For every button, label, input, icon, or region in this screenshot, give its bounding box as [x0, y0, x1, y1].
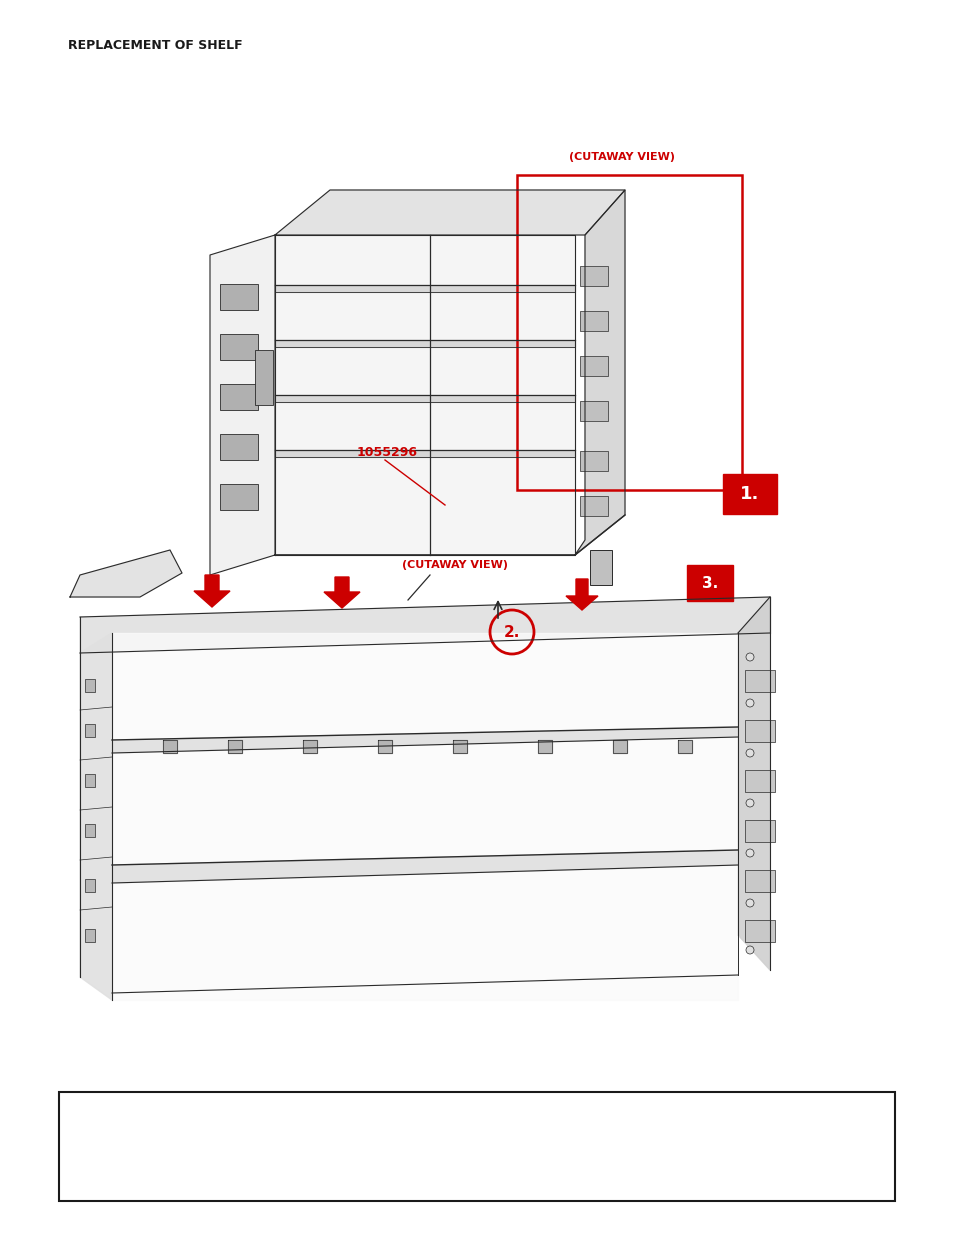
Bar: [517, 175, 741, 490]
Text: 3.: 3.: [701, 576, 718, 590]
Polygon shape: [112, 727, 738, 753]
Circle shape: [745, 699, 753, 706]
Polygon shape: [274, 190, 624, 235]
Polygon shape: [112, 850, 738, 883]
Circle shape: [745, 799, 753, 806]
Bar: [220, 484, 257, 510]
Text: 2.: 2.: [503, 625, 519, 640]
Polygon shape: [210, 235, 274, 576]
Circle shape: [745, 748, 753, 757]
Bar: [579, 356, 607, 375]
Polygon shape: [274, 235, 575, 555]
Bar: [744, 820, 774, 842]
Polygon shape: [613, 740, 626, 753]
Polygon shape: [274, 450, 575, 457]
Polygon shape: [193, 576, 230, 606]
FancyBboxPatch shape: [686, 564, 732, 601]
Bar: [579, 451, 607, 471]
Circle shape: [745, 848, 753, 857]
Polygon shape: [163, 740, 177, 753]
Polygon shape: [303, 740, 316, 753]
Text: 1055296: 1055296: [356, 446, 417, 459]
Bar: [254, 350, 273, 405]
Bar: [744, 671, 774, 692]
Bar: [85, 879, 95, 892]
Bar: [579, 496, 607, 516]
Polygon shape: [80, 634, 112, 1000]
Text: REPLACEMENT OF SHELF: REPLACEMENT OF SHELF: [68, 40, 242, 52]
Bar: [220, 433, 257, 459]
Polygon shape: [565, 579, 598, 610]
Polygon shape: [274, 285, 575, 291]
Polygon shape: [80, 597, 769, 653]
Polygon shape: [678, 740, 691, 753]
Bar: [85, 724, 95, 737]
Bar: [579, 266, 607, 287]
Bar: [85, 774, 95, 787]
Polygon shape: [324, 577, 359, 608]
Bar: [59, 1092, 894, 1200]
Text: (CUTAWAY VIEW): (CUTAWAY VIEW): [401, 559, 507, 571]
Polygon shape: [112, 634, 738, 1000]
Polygon shape: [274, 340, 575, 347]
Polygon shape: [377, 740, 392, 753]
Circle shape: [745, 946, 753, 953]
Polygon shape: [70, 550, 182, 597]
Polygon shape: [453, 740, 467, 753]
Bar: [85, 824, 95, 837]
Bar: [220, 384, 257, 410]
Bar: [744, 769, 774, 792]
Bar: [220, 284, 257, 310]
Polygon shape: [575, 190, 624, 555]
Bar: [744, 869, 774, 892]
Polygon shape: [537, 740, 552, 753]
Text: 1.: 1.: [740, 485, 759, 503]
Polygon shape: [738, 597, 769, 969]
Bar: [85, 679, 95, 692]
Polygon shape: [274, 395, 575, 403]
Bar: [220, 333, 257, 359]
Bar: [85, 929, 95, 942]
Bar: [744, 920, 774, 942]
Polygon shape: [228, 740, 242, 753]
Bar: [579, 311, 607, 331]
Polygon shape: [274, 515, 624, 555]
Text: (CUTAWAY VIEW): (CUTAWAY VIEW): [568, 152, 675, 162]
Bar: [579, 401, 607, 421]
FancyBboxPatch shape: [722, 474, 776, 514]
Circle shape: [745, 899, 753, 906]
Circle shape: [745, 653, 753, 661]
Bar: [589, 550, 612, 585]
Bar: [744, 720, 774, 742]
